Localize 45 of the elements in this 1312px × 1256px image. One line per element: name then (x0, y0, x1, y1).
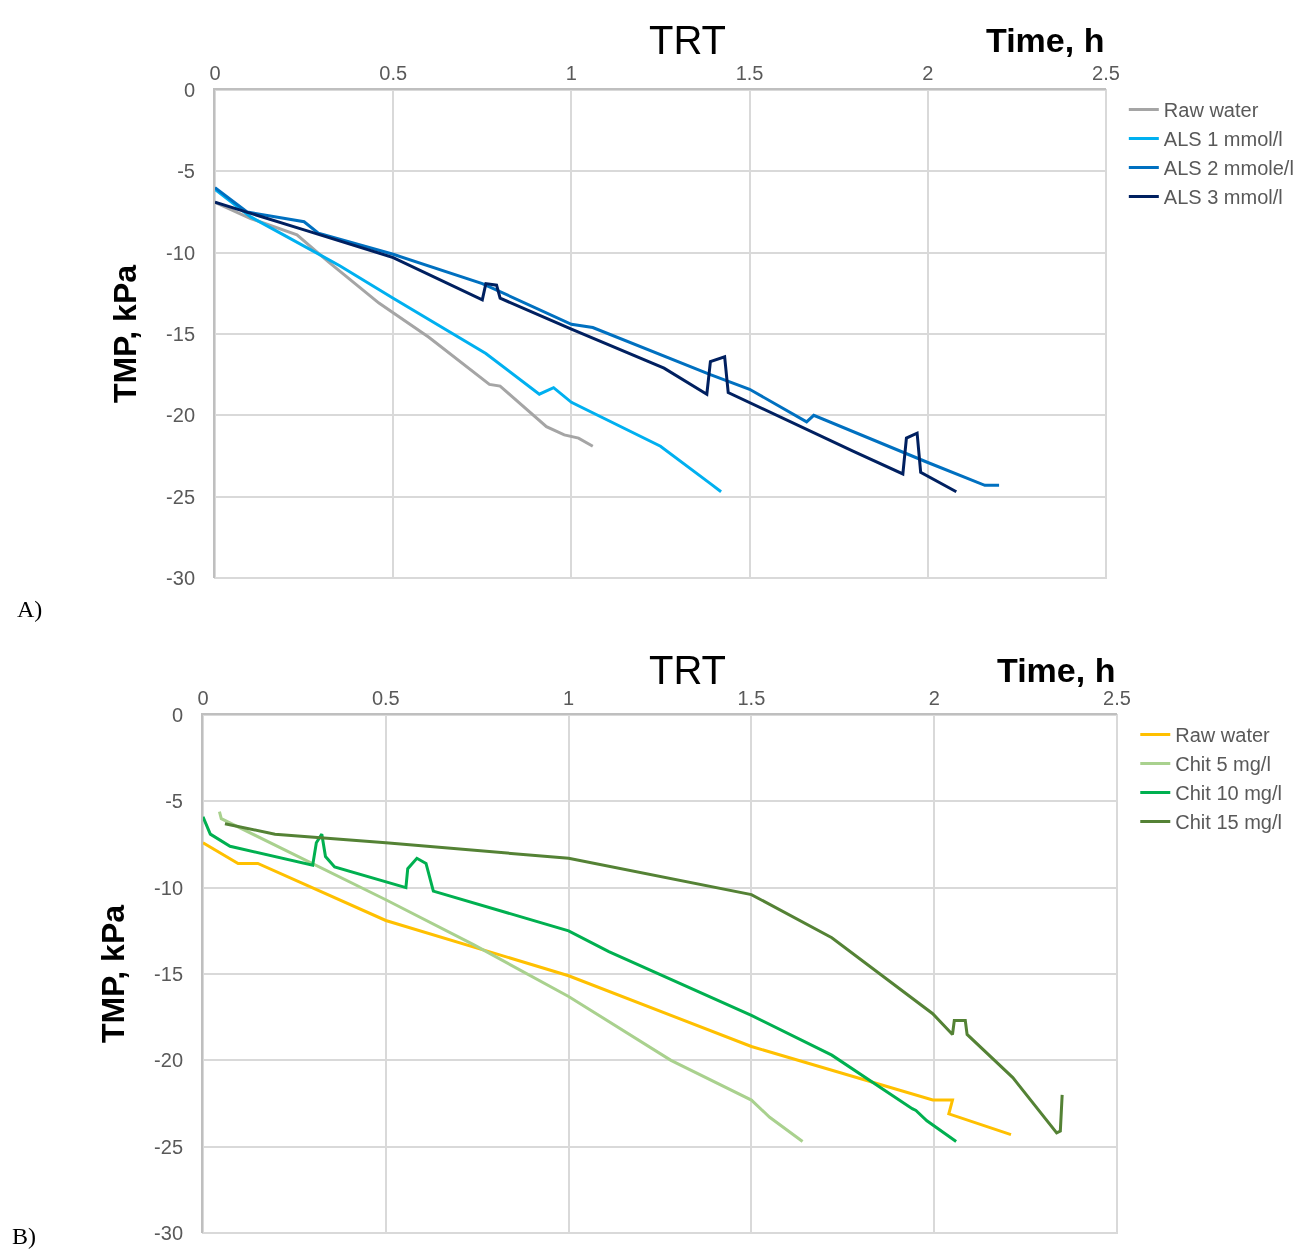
x-tick-label: 0.5 (371, 687, 400, 709)
legend-label: Raw water (1175, 724, 1271, 747)
y-tick-label: -10 (166, 241, 195, 264)
x-tick-label: 1 (565, 62, 577, 84)
line-series (217, 810, 805, 1143)
y-tick-label: -25 (154, 1135, 183, 1158)
chart-title: TRT (649, 18, 727, 62)
x-tick-label: 1 (563, 687, 575, 709)
x-tick-label: 0 (209, 62, 221, 84)
line-series (203, 815, 958, 1143)
legend-label: Chit 10 mg/l (1175, 782, 1282, 805)
y-tick-label: 0 (171, 704, 183, 726)
text: A) (17, 596, 43, 622)
x-tick-label: 1.5 (735, 62, 764, 84)
y-tick-label: -25 (166, 485, 195, 508)
y-tick-label: -15 (154, 963, 183, 985)
y-tick-label: -30 (154, 1222, 183, 1244)
legend-label: ALS 3 mmol/l (1163, 186, 1283, 209)
x-axis-title: Time, h (997, 651, 1116, 689)
legend-label: ALS 2 mmole/l (1163, 157, 1294, 180)
x-tick-label: 2.5 (1103, 687, 1131, 709)
x-tick-label: 0 (197, 687, 209, 709)
y-tick-label: -15 (166, 323, 195, 345)
line-series (215, 187, 723, 494)
x-tick-label: 1.5 (737, 687, 766, 709)
y-tick-label: -20 (166, 404, 195, 427)
text: B) (12, 1223, 36, 1249)
chart-title: TRT (649, 648, 727, 692)
x-tick-label: 2 (928, 687, 940, 709)
y-axis-title: TMP, kPa (106, 264, 143, 404)
y-axis-title: TMP, kPa (94, 904, 131, 1044)
legend-label: Chit 15 mg/l (1175, 811, 1282, 834)
y-tick-label: -5 (165, 790, 183, 813)
y-tick-label: -5 (177, 160, 195, 183)
y-tick-label: -20 (154, 1049, 183, 1072)
y-tick-label: -10 (154, 876, 183, 899)
x-axis-title: Time, h (986, 21, 1105, 59)
x-tick-label: 2.5 (1092, 62, 1120, 84)
y-tick-label: 0 (183, 79, 195, 101)
legend-label: Chit 5 mg/l (1175, 753, 1271, 776)
legend-label: ALS 1 mmol/l (1163, 128, 1283, 151)
legend-label: Raw water (1163, 99, 1259, 122)
x-tick-label: 0.5 (379, 62, 408, 84)
y-tick-label: -30 (166, 567, 195, 589)
x-tick-label: 2 (922, 62, 934, 84)
